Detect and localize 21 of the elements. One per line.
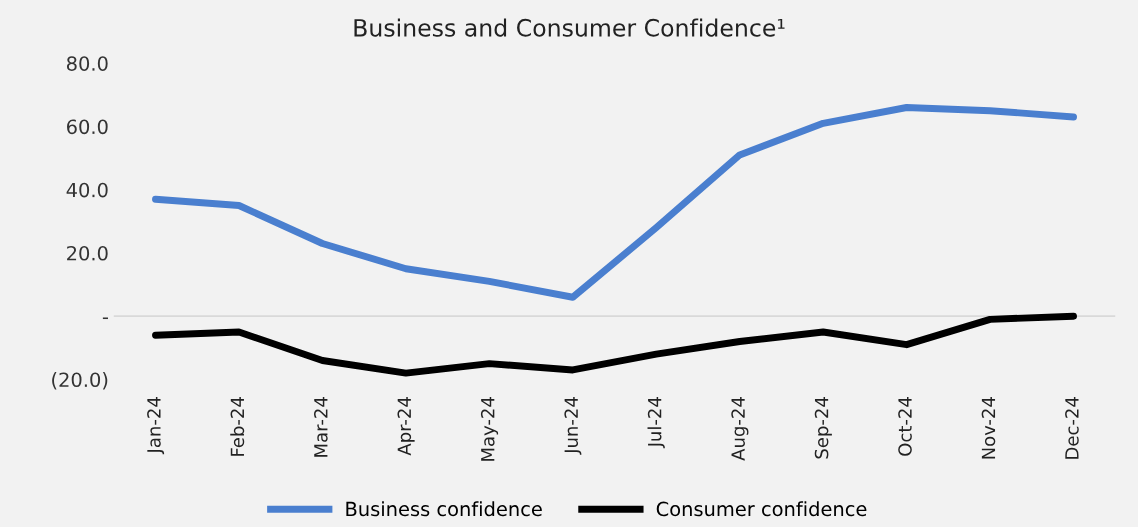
y-tick-label: 80.0 [66, 56, 108, 71]
y-tick-label: - [102, 317, 108, 320]
x-tick-label: Jul-24 [647, 397, 665, 449]
x-tick-label: Jun-24 [564, 397, 582, 455]
x-tick-label: Nov-24 [981, 397, 996, 459]
y-tick-label: 20.0 [67, 245, 108, 261]
x-tick-label: Jan-24 [147, 397, 165, 455]
y-tick-label: (20.0) [52, 372, 108, 390]
x-tick-label: Feb-24 [230, 397, 245, 456]
y-tick-label: 40.0 [66, 182, 108, 198]
x-tick-label: Aug-24 [731, 397, 749, 461]
x-tick-label: Mar-24 [314, 397, 328, 457]
x-tick-label: Apr-24 [397, 397, 415, 456]
x-tick-label: May-24 [480, 397, 499, 461]
chart-title: Business and Consumer Confidence¹ [354, 18, 785, 37]
x-tick-label: Dec-24 [1065, 397, 1079, 459]
legend-label: Business confidence [346, 501, 542, 517]
x-tick-label: Sep-24 [814, 397, 832, 459]
y-tick-label: 60.0 [67, 119, 108, 135]
legend-label: Consumer confidence [656, 501, 867, 517]
x-tick-label: Oct-24 [898, 397, 912, 456]
